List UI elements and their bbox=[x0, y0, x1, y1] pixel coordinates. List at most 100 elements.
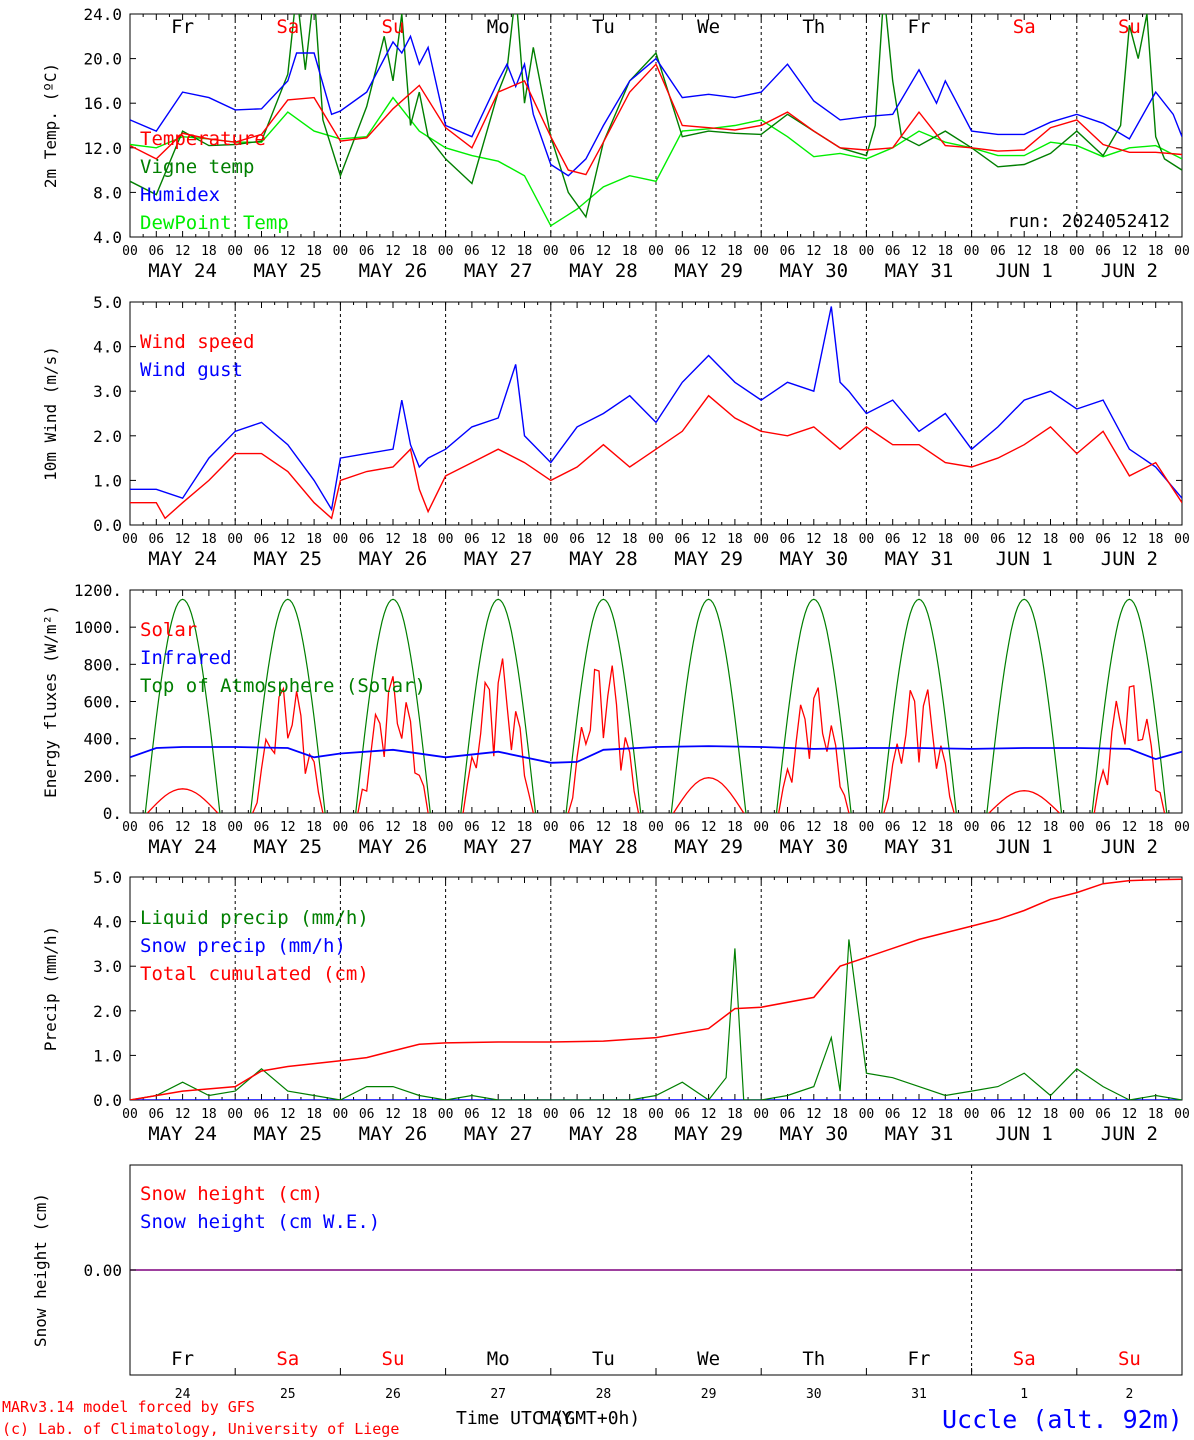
y-axis-label: 10m Wind (m/s) bbox=[41, 346, 60, 481]
y-tick-label: 0.0 bbox=[93, 516, 122, 535]
toa-day-curve bbox=[881, 598, 957, 813]
y-axis-label: Precip (mm/h) bbox=[41, 926, 60, 1051]
hour-label: 18 bbox=[1043, 1107, 1059, 1122]
hour-label: 12 bbox=[175, 1107, 191, 1122]
station-name: Uccle (alt. 92m) bbox=[942, 1405, 1183, 1434]
day-number-label: 30 bbox=[806, 1387, 822, 1402]
hour-label: 18 bbox=[832, 244, 848, 259]
date-label: MAY 27 bbox=[464, 548, 533, 570]
hour-label: 00 bbox=[648, 532, 664, 547]
y-tick-label: 800. bbox=[83, 655, 122, 674]
hour-label: 00 bbox=[1069, 820, 1085, 835]
legend-entry: Wind speed bbox=[140, 331, 254, 353]
panel-2: 0.0 1.0 2.0 3.0 4.0 5.0 10m Wind (m/s) 00 06 12 18… bbox=[41, 293, 1190, 570]
solar-day-curve bbox=[147, 788, 219, 813]
weekday-label: Su bbox=[1118, 1348, 1141, 1370]
hour-label: 06 bbox=[359, 1107, 375, 1122]
hour-label: 12 bbox=[911, 1107, 927, 1122]
date-label: JUN 2 bbox=[1101, 1123, 1158, 1145]
panel-4: 0.0 1.0 2.0 3.0 4.0 5.0 Precip (mm/h) 00 06 12 18 0… bbox=[41, 868, 1190, 1145]
hour-label: 12 bbox=[175, 820, 191, 835]
series-humidex bbox=[130, 34, 1182, 177]
hour-label: 06 bbox=[254, 820, 270, 835]
date-label: JUN 1 bbox=[996, 836, 1053, 858]
y-tick-label: 0.00 bbox=[83, 1261, 122, 1280]
weekday-label: Fr bbox=[171, 1348, 194, 1370]
hour-label: 18 bbox=[411, 820, 427, 835]
date-label: MAY 25 bbox=[253, 548, 322, 570]
hour-label: 18 bbox=[1148, 532, 1164, 547]
toa-day-curve bbox=[1091, 598, 1168, 813]
hour-label: 06 bbox=[464, 244, 480, 259]
weekday-label: Th bbox=[802, 16, 825, 38]
hour-label: 12 bbox=[385, 820, 401, 835]
weekday-label: Tu bbox=[592, 1348, 615, 1370]
hour-label: 06 bbox=[148, 1107, 164, 1122]
hour-label: 18 bbox=[201, 820, 217, 835]
hour-label: 18 bbox=[411, 1107, 427, 1122]
weekday-label: Fr bbox=[908, 16, 931, 38]
legend-entry: Humidex bbox=[140, 184, 220, 206]
date-label: MAY 27 bbox=[464, 836, 533, 858]
date-label: MAY 26 bbox=[359, 548, 428, 570]
hour-label: 00 bbox=[1069, 244, 1085, 259]
y-axis-label: 2m Temp. (ºC) bbox=[41, 63, 60, 188]
hour-label: 12 bbox=[280, 532, 296, 547]
hour-label: 00 bbox=[648, 820, 664, 835]
hour-label: 06 bbox=[569, 1107, 585, 1122]
hour-label: 06 bbox=[464, 532, 480, 547]
hour-label: 18 bbox=[937, 532, 953, 547]
hour-label: 18 bbox=[517, 532, 533, 547]
panels: 4.08.012.016.020.024.02m Temp. (ºC)00 06 1… bbox=[31, 5, 1190, 1402]
weekday-label: Th bbox=[802, 1348, 825, 1370]
hour-label: 12 bbox=[701, 532, 717, 547]
hour-label: 18 bbox=[622, 244, 638, 259]
hour-label: 12 bbox=[1122, 820, 1138, 835]
date-label: MAY 26 bbox=[359, 1123, 428, 1145]
hour-label: 18 bbox=[1043, 820, 1059, 835]
date-label: MAY 28 bbox=[569, 1123, 638, 1145]
y-tick-label: 24.0 bbox=[83, 5, 122, 24]
hour-label: 00 bbox=[438, 1107, 454, 1122]
date-label: MAY 31 bbox=[885, 836, 954, 858]
weekday-label: Su bbox=[382, 1348, 405, 1370]
hour-label: 18 bbox=[622, 532, 638, 547]
hour-label: 06 bbox=[780, 244, 796, 259]
legend-entry: Wind gust bbox=[140, 359, 243, 381]
hour-label: 12 bbox=[280, 244, 296, 259]
hour-label: 06 bbox=[148, 532, 164, 547]
day-number-label: 29 bbox=[701, 1387, 717, 1402]
hour-label: 00 bbox=[964, 820, 980, 835]
y-tick-label: 3.0 bbox=[93, 382, 122, 401]
solar-day-curve bbox=[988, 790, 1060, 813]
date-label: JUN 2 bbox=[1101, 260, 1158, 282]
hour-label: 18 bbox=[727, 820, 743, 835]
hour-label: 06 bbox=[990, 820, 1006, 835]
toa-day-curve bbox=[670, 598, 747, 813]
hour-label: 12 bbox=[701, 820, 717, 835]
hour-label: 12 bbox=[1122, 1107, 1138, 1122]
toa-day-curve bbox=[986, 598, 1063, 813]
date-label: MAY 25 bbox=[253, 836, 322, 858]
hour-label: 18 bbox=[201, 1107, 217, 1122]
hour-label: 18 bbox=[1043, 532, 1059, 547]
hour-label: 00 bbox=[543, 1107, 559, 1122]
hour-label: 12 bbox=[1122, 244, 1138, 259]
hour-label: 00 bbox=[122, 1107, 138, 1122]
legend-entry: Liquid precip (mm/h) bbox=[140, 907, 369, 929]
hour-label: 12 bbox=[1016, 820, 1032, 835]
date-label: JUN 2 bbox=[1101, 836, 1158, 858]
weekday-label: Sa bbox=[1013, 1348, 1036, 1370]
hour-label: 06 bbox=[1095, 244, 1111, 259]
legend-entry: Snow precip (mm/h) bbox=[140, 935, 346, 957]
hour-label: 18 bbox=[727, 532, 743, 547]
y-tick-label: 5.0 bbox=[93, 868, 122, 887]
date-label: MAY 26 bbox=[359, 260, 428, 282]
hour-label: 00 bbox=[543, 820, 559, 835]
weekday-label: Mo bbox=[487, 1348, 510, 1370]
solar-day-curve bbox=[1093, 684, 1166, 813]
date-label: MAY 26 bbox=[359, 836, 428, 858]
hour-label: 00 bbox=[122, 532, 138, 547]
legend-entry: Top of Atmosphere (Solar) bbox=[140, 675, 426, 697]
